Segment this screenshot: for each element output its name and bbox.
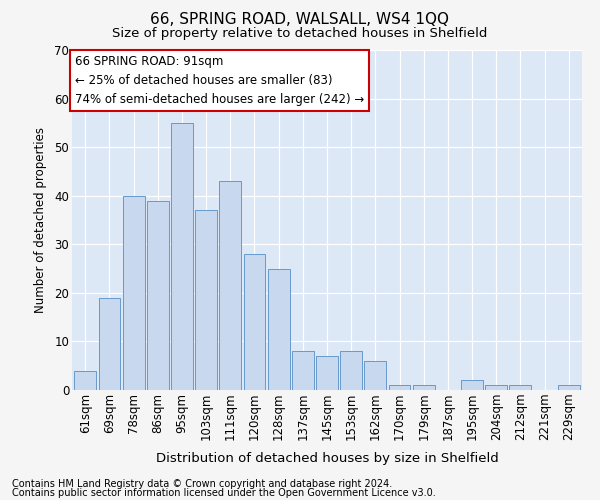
Bar (74, 370, 96, 390)
Bar (461, 380, 483, 390)
Bar (316, 356, 338, 390)
Bar (558, 385, 580, 390)
Bar (413, 385, 434, 390)
Bar (292, 351, 314, 390)
Bar (123, 196, 145, 390)
Bar (364, 361, 386, 390)
Bar (340, 351, 362, 390)
Text: Contains public sector information licensed under the Open Government Licence v3: Contains public sector information licen… (12, 488, 436, 498)
Bar (220, 181, 241, 390)
Bar (171, 123, 193, 390)
Bar (485, 385, 507, 390)
X-axis label: Distribution of detached houses by size in Shelfield: Distribution of detached houses by size … (155, 452, 499, 464)
Bar (98, 298, 121, 390)
Text: 66 SPRING ROAD: 91sqm
← 25% of detached houses are smaller (83)
74% of semi-deta: 66 SPRING ROAD: 91sqm ← 25% of detached … (74, 55, 364, 106)
Bar (244, 254, 265, 390)
Bar (509, 385, 531, 390)
Bar (268, 268, 290, 390)
Text: 66, SPRING ROAD, WALSALL, WS4 1QQ: 66, SPRING ROAD, WALSALL, WS4 1QQ (151, 12, 449, 28)
Bar (195, 210, 217, 390)
Text: Size of property relative to detached houses in Shelfield: Size of property relative to detached ho… (112, 28, 488, 40)
Bar (389, 385, 410, 390)
Text: Contains HM Land Registry data © Crown copyright and database right 2024.: Contains HM Land Registry data © Crown c… (12, 479, 392, 489)
Y-axis label: Number of detached properties: Number of detached properties (34, 127, 47, 313)
Bar (147, 200, 169, 390)
